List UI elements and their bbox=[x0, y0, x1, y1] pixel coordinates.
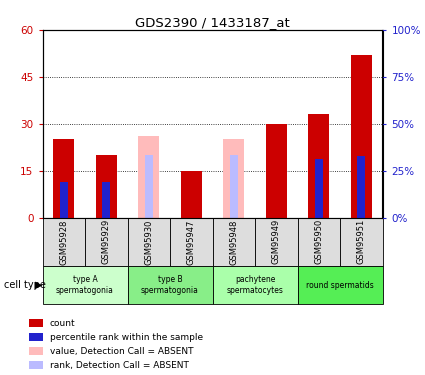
Bar bbox=[181, 171, 202, 217]
Bar bbox=[266, 124, 287, 218]
Text: count: count bbox=[49, 319, 75, 328]
Bar bbox=[308, 114, 329, 218]
Bar bbox=[298, 217, 340, 266]
Text: GSM95950: GSM95950 bbox=[314, 219, 323, 264]
Bar bbox=[102, 182, 110, 218]
Text: GSM95930: GSM95930 bbox=[144, 219, 153, 265]
Bar bbox=[85, 217, 128, 266]
Bar bbox=[96, 155, 117, 218]
Bar bbox=[53, 140, 74, 218]
Bar bbox=[42, 217, 85, 266]
Text: value, Detection Call = ABSENT: value, Detection Call = ABSENT bbox=[49, 347, 193, 356]
Bar bbox=[42, 266, 128, 304]
Bar bbox=[29, 361, 43, 369]
Text: pachytene
spermatocytes: pachytene spermatocytes bbox=[227, 275, 283, 295]
Text: GSM95948: GSM95948 bbox=[229, 219, 238, 265]
Text: GSM95947: GSM95947 bbox=[187, 219, 196, 265]
Text: type B
spermatogonia: type B spermatogonia bbox=[141, 275, 199, 295]
Bar bbox=[351, 55, 372, 217]
Bar bbox=[170, 217, 212, 266]
Bar bbox=[29, 347, 43, 355]
Bar bbox=[357, 156, 365, 218]
Bar bbox=[138, 136, 159, 218]
Text: cell type: cell type bbox=[4, 280, 46, 290]
Text: GSM95951: GSM95951 bbox=[357, 219, 366, 264]
Text: GSM95949: GSM95949 bbox=[272, 219, 281, 264]
Bar bbox=[145, 155, 153, 218]
Bar bbox=[255, 217, 298, 266]
Bar bbox=[212, 217, 255, 266]
Title: GDS2390 / 1433187_at: GDS2390 / 1433187_at bbox=[135, 16, 290, 29]
Bar bbox=[315, 159, 323, 218]
Text: GSM95929: GSM95929 bbox=[102, 219, 111, 264]
Bar bbox=[298, 266, 382, 304]
Text: GSM95928: GSM95928 bbox=[59, 219, 68, 265]
Bar bbox=[128, 266, 212, 304]
Bar bbox=[29, 333, 43, 341]
Bar bbox=[60, 182, 68, 218]
Bar bbox=[212, 266, 298, 304]
Bar bbox=[223, 140, 244, 218]
Bar bbox=[128, 217, 170, 266]
Text: round spermatids: round spermatids bbox=[306, 280, 374, 290]
Bar bbox=[340, 217, 382, 266]
Bar bbox=[230, 155, 238, 218]
Text: percentile rank within the sample: percentile rank within the sample bbox=[49, 333, 203, 342]
Text: rank, Detection Call = ABSENT: rank, Detection Call = ABSENT bbox=[49, 361, 188, 370]
Text: type A
spermatogonia: type A spermatogonia bbox=[56, 275, 114, 295]
Text: ▶: ▶ bbox=[35, 280, 42, 290]
Bar bbox=[29, 319, 43, 327]
